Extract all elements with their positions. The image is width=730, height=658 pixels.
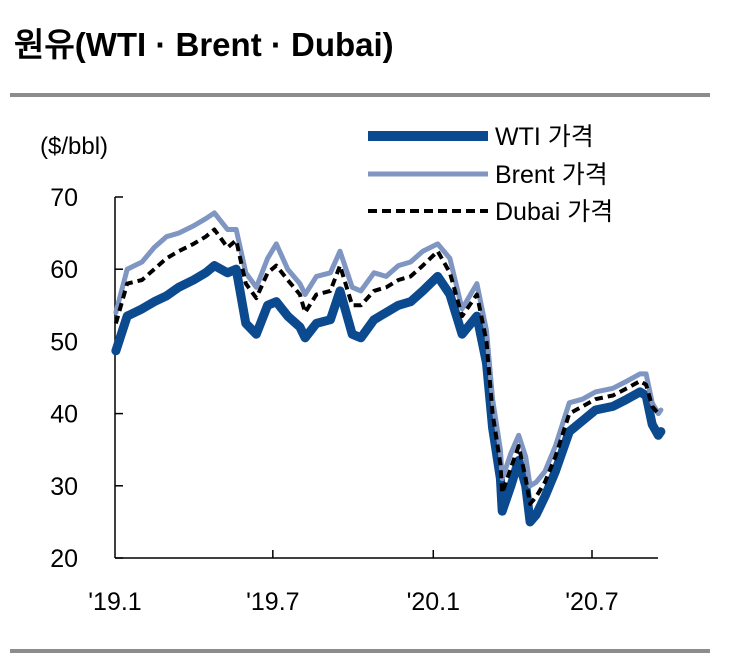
y-tick-label: 20 bbox=[50, 545, 78, 573]
x-tick-label: '20.7 bbox=[565, 588, 618, 616]
top-divider bbox=[10, 93, 710, 97]
legend-label-dubai: Dubai 가격 bbox=[495, 198, 613, 226]
axes: 20 30 40 50 60 70 '19.1 '19.7 '20.1 '20.7 bbox=[50, 184, 658, 616]
series-line-dubai bbox=[113, 227, 661, 506]
x-tick-label: '19.7 bbox=[246, 588, 299, 616]
bottom-divider bbox=[10, 649, 710, 653]
legend-label-brent: Brent 가격 bbox=[495, 161, 608, 189]
y-axis-unit: ($/bbl) bbox=[40, 133, 108, 160]
legend: WTI 가격 Brent 가격 Dubai 가격 bbox=[368, 123, 613, 226]
y-tick-label: 70 bbox=[50, 184, 78, 212]
y-tick-label: 30 bbox=[50, 473, 78, 501]
series-line-wti bbox=[111, 261, 666, 527]
legend-label-wti: WTI 가격 bbox=[495, 123, 594, 151]
x-tick-label: '19.1 bbox=[88, 588, 141, 616]
series-line-brent bbox=[113, 210, 664, 489]
chart-title: 원유(WTI · Brent · Dubai) bbox=[14, 26, 394, 63]
y-tick-label: 40 bbox=[50, 401, 78, 429]
y-tick-label: 60 bbox=[50, 256, 78, 284]
series-lines bbox=[111, 210, 666, 527]
x-tick-label: '20.1 bbox=[407, 588, 460, 616]
y-tick-label: 50 bbox=[50, 328, 78, 356]
